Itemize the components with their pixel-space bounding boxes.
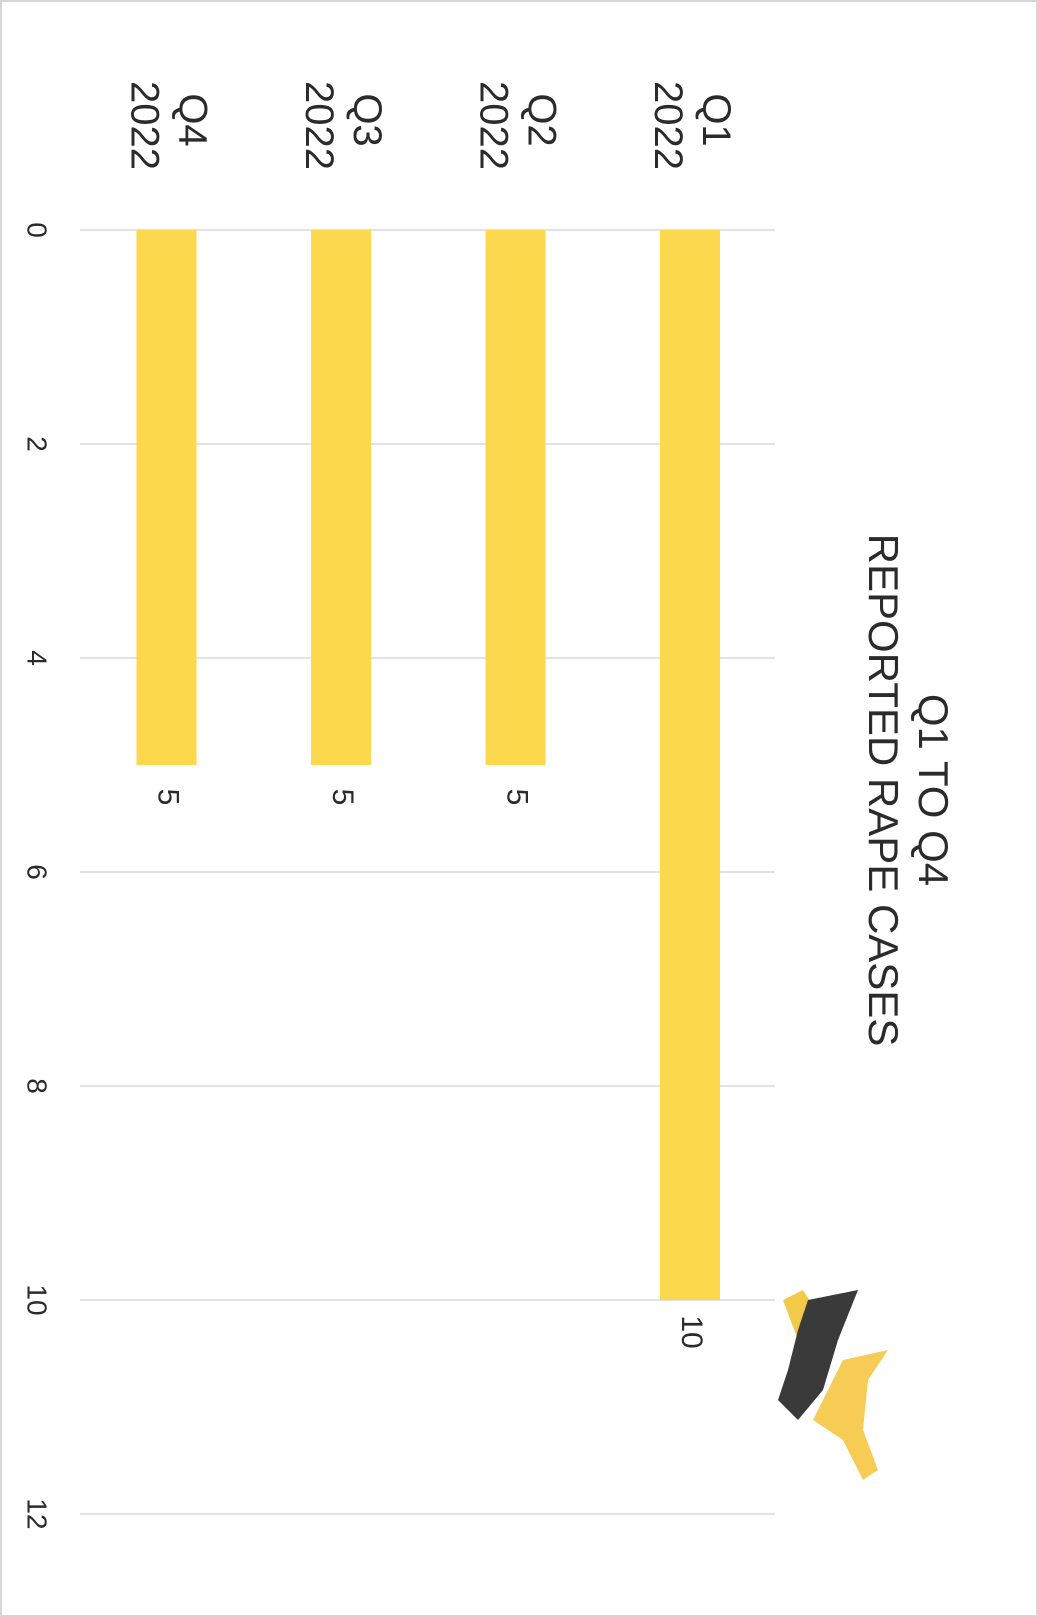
chart-title: Q1 TO Q4 (910, 694, 957, 886)
chart-title: REPORTED RAPE CASES (860, 534, 907, 1047)
x-tick-label: 2 (22, 436, 53, 452)
value-label: 10 (675, 1315, 708, 1348)
y-tick-label: Q1 2022 (646, 70, 738, 170)
x-tick-label: 0 (22, 222, 53, 238)
y-tick-label: Q3 2022 (297, 70, 389, 170)
y-tick-label: Q2 2022 (472, 70, 564, 170)
bar (136, 230, 197, 765)
x-tick-label: 12 (22, 1498, 53, 1529)
x-tick-label: 4 (22, 650, 53, 666)
x-tick-label: 8 (22, 1078, 53, 1094)
bar (311, 230, 371, 765)
y-tick-label: Q4 2022 (123, 70, 215, 170)
value-label: 5 (326, 789, 359, 806)
hands-icon (778, 1290, 888, 1480)
bar (660, 230, 720, 1300)
bar (485, 230, 546, 765)
value-label: 5 (152, 789, 185, 806)
x-tick-label: 6 (22, 864, 53, 880)
value-label: 5 (501, 789, 534, 806)
x-tick-label: 10 (22, 1284, 53, 1315)
